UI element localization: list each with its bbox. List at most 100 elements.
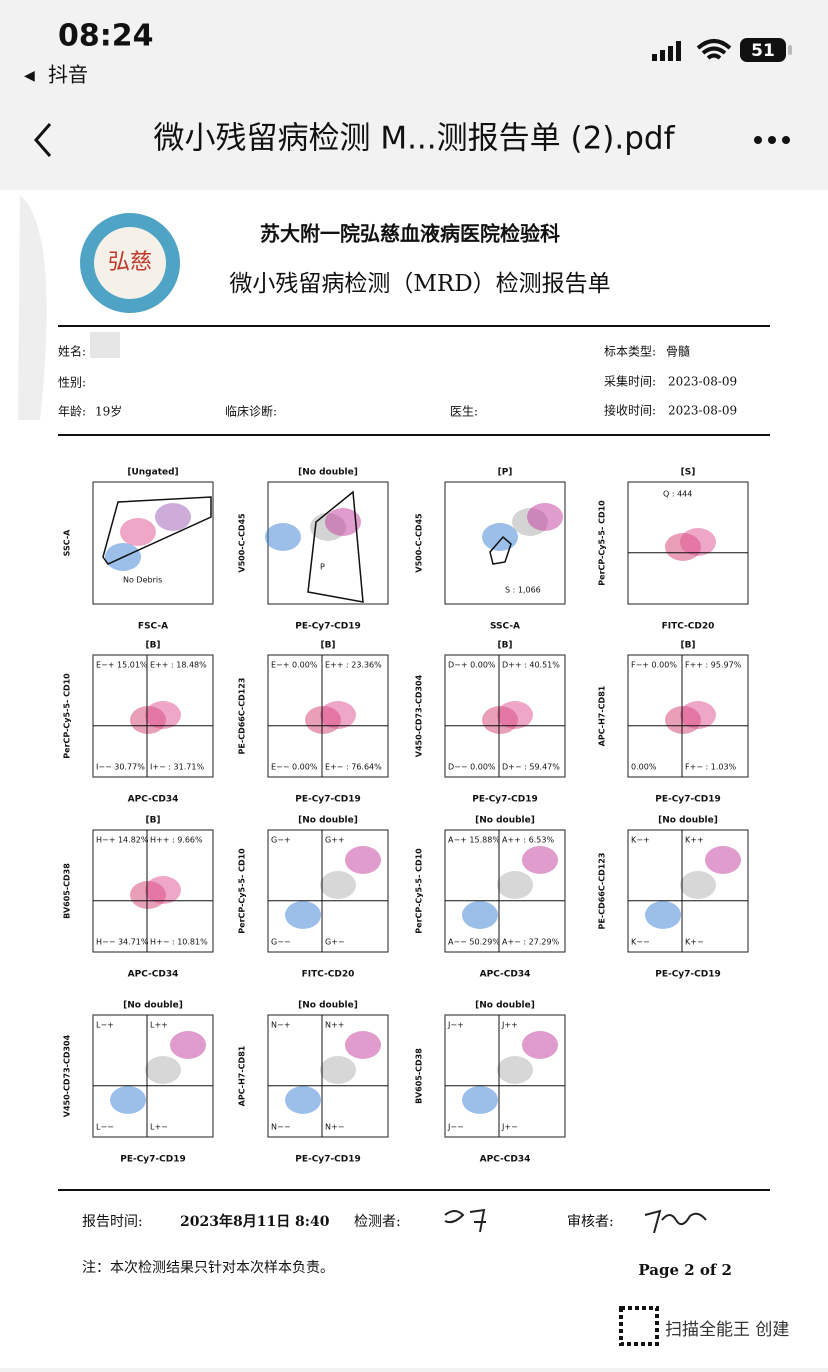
plot-title: [P]: [498, 468, 513, 478]
x-axis-label: PE-Cy7-CD19: [295, 1155, 361, 1165]
cell-cloud: [320, 701, 356, 729]
gate-label: L++: [150, 1021, 168, 1030]
flow-plot: [B] APC-H7-CD81 PE-Cy7-CD19 F−+ 0.00% F++ : …: [598, 641, 749, 805]
y-axis-label: SSC-A: [63, 529, 72, 557]
x-axis-label: FITC-CD20: [302, 970, 355, 980]
plot-title: [Ungated]: [127, 468, 178, 478]
x-axis-label: PE-Cy7-CD19: [295, 622, 361, 632]
cell-cloud: [320, 871, 356, 899]
field-label: 姓名:: [58, 344, 86, 359]
gate-label: N−−: [271, 1123, 290, 1132]
y-axis-label: V500-C-CD45: [415, 513, 424, 573]
gate-label: A+− : 27.29%: [502, 938, 560, 947]
more-button[interactable]: [754, 136, 790, 144]
gate: [102, 496, 212, 565]
y-axis-label: PE-CD66C-CD123: [598, 853, 607, 930]
gate-label: A−− 50.29%: [448, 938, 500, 947]
gate-label: E−+ 0.00%: [271, 661, 318, 670]
field-value: 19岁: [95, 404, 122, 419]
y-axis-label: APC-H7-CD81: [238, 1045, 247, 1106]
gate-label: K++: [685, 836, 704, 845]
plot-title: [No double]: [658, 816, 718, 826]
gate-label: N+−: [325, 1123, 344, 1132]
flow-plot: [B] PE-CD66C-CD123 PE-Cy7-CD19 E−+ 0.00% E++…: [238, 641, 389, 805]
note: 注：本次检测结果只针对本次样本负责。: [82, 1260, 334, 1276]
scan-shadow: [18, 195, 47, 420]
cell-cloud: [265, 523, 301, 551]
gate-label: D−− 0.00%: [448, 763, 496, 772]
gate-label: G−−: [271, 938, 291, 947]
tester-signature: [444, 1208, 486, 1233]
plot-title: [B]: [145, 816, 160, 826]
qr-code: [619, 1306, 659, 1346]
field-label: 临床诊断:: [225, 404, 277, 419]
gate-label: E−− 0.00%: [271, 763, 318, 772]
logo-text: 弘慈: [108, 250, 152, 275]
cell-cloud: [462, 901, 498, 929]
y-axis-label: PerCP-Cy5-5- CD10: [598, 500, 607, 586]
cell-cloud: [170, 1031, 206, 1059]
gate-label: E−+ 15.01%: [96, 661, 148, 670]
gate-label: D+− : 59.47%: [502, 763, 560, 772]
y-axis-label: V450-CD73-CD304: [63, 1034, 72, 1117]
y-axis-label: PE-CD66C-CD123: [238, 678, 247, 755]
y-axis-label: BV605-CD38: [415, 1048, 424, 1104]
flow-plot: [No double] PE-CD66C-CD123 PE-Cy7-CD19 K−+ K…: [598, 816, 749, 980]
cell-cloud: [320, 1056, 356, 1084]
cell-cloud: [497, 871, 533, 899]
flow-plot: [Ungated] SSC-A FSC-A No Debris: [63, 468, 214, 632]
gate-label: E++ : 23.36%: [325, 661, 382, 670]
y-axis-label: PerCP-Cy5-5- CD10: [63, 673, 72, 759]
field-label: 标本类型:: [604, 345, 656, 359]
gate-label: S : 1,066: [505, 586, 541, 595]
gate-label: L+−: [150, 1123, 168, 1132]
gate-label: H+− : 10.81%: [150, 938, 208, 947]
flow-plot: [No double] V450-CD73-CD304 PE-Cy7-CD19 L−+…: [63, 1001, 214, 1165]
back-button[interactable]: [34, 123, 52, 157]
x-axis-label: PE-Cy7-CD19: [120, 1155, 186, 1165]
flow-plot: [No double] APC-H7-CD81 PE-Cy7-CD19 N−+ N++ N…: [238, 1001, 389, 1165]
plot-title: [No double]: [475, 816, 535, 826]
page-number: Page 2 of 2: [638, 1261, 732, 1279]
gate-label: I+− : 31.71%: [150, 763, 204, 772]
hospital-name: 苏大附一院弘慈血液病医院检验科: [260, 222, 560, 246]
gate-label: K+−: [685, 938, 704, 947]
x-axis-label: PE-Cy7-CD19: [655, 970, 721, 980]
gate-label: H−+ 14.82%: [96, 836, 149, 845]
y-axis-label: PerCP-Cy5-5- CD10: [238, 848, 247, 934]
y-axis-label: V500-C-CD45: [238, 513, 247, 573]
gate-label: N−+: [271, 1021, 290, 1030]
nav-title: 微小残留病检测 M...测报告单 (2).pdf: [153, 121, 675, 157]
gate-label: 0.00%: [631, 763, 657, 772]
plot-title: [S]: [681, 468, 696, 478]
flow-plot: [S] PerCP-Cy5-5- CD10 FITC-CD20 Q : 444: [598, 468, 749, 632]
x-axis-label: PE-Cy7-CD19: [472, 795, 538, 805]
gate-label: J++: [501, 1021, 518, 1030]
cell-cloud: [482, 523, 518, 551]
x-axis-label: SSC-A: [490, 622, 520, 632]
x-axis-label: FITC-CD20: [662, 622, 715, 632]
gate: [307, 490, 364, 603]
gate-label: F−+ 0.00%: [631, 661, 677, 670]
field-value: 骨髓: [666, 345, 690, 359]
x-axis-label: APC-CD34: [128, 795, 179, 805]
flow-plot: [P] V500-C-CD45 SSC-A S : 1,066: [415, 468, 566, 632]
gate-label: J−−: [447, 1123, 464, 1132]
back-app[interactable]: 抖音: [48, 63, 88, 87]
field-label: 医生:: [450, 405, 478, 419]
cell-cloud: [522, 846, 558, 874]
cell-cloud: [705, 846, 741, 874]
field-label: 年龄:: [58, 405, 86, 419]
battery-icon: [740, 38, 786, 62]
reviewer-label: 审核者:: [567, 1214, 614, 1230]
cell-cloud: [462, 1086, 498, 1114]
cell-cloud: [110, 1086, 146, 1114]
watermark: 扫描全能王 创建: [665, 1320, 789, 1340]
gate-label: G+−: [325, 938, 345, 947]
gate: [489, 535, 512, 565]
cell-cloud: [345, 846, 381, 874]
field-value: 2023-08-09: [668, 404, 737, 418]
gate-label: H−− 34.71%: [96, 938, 149, 947]
